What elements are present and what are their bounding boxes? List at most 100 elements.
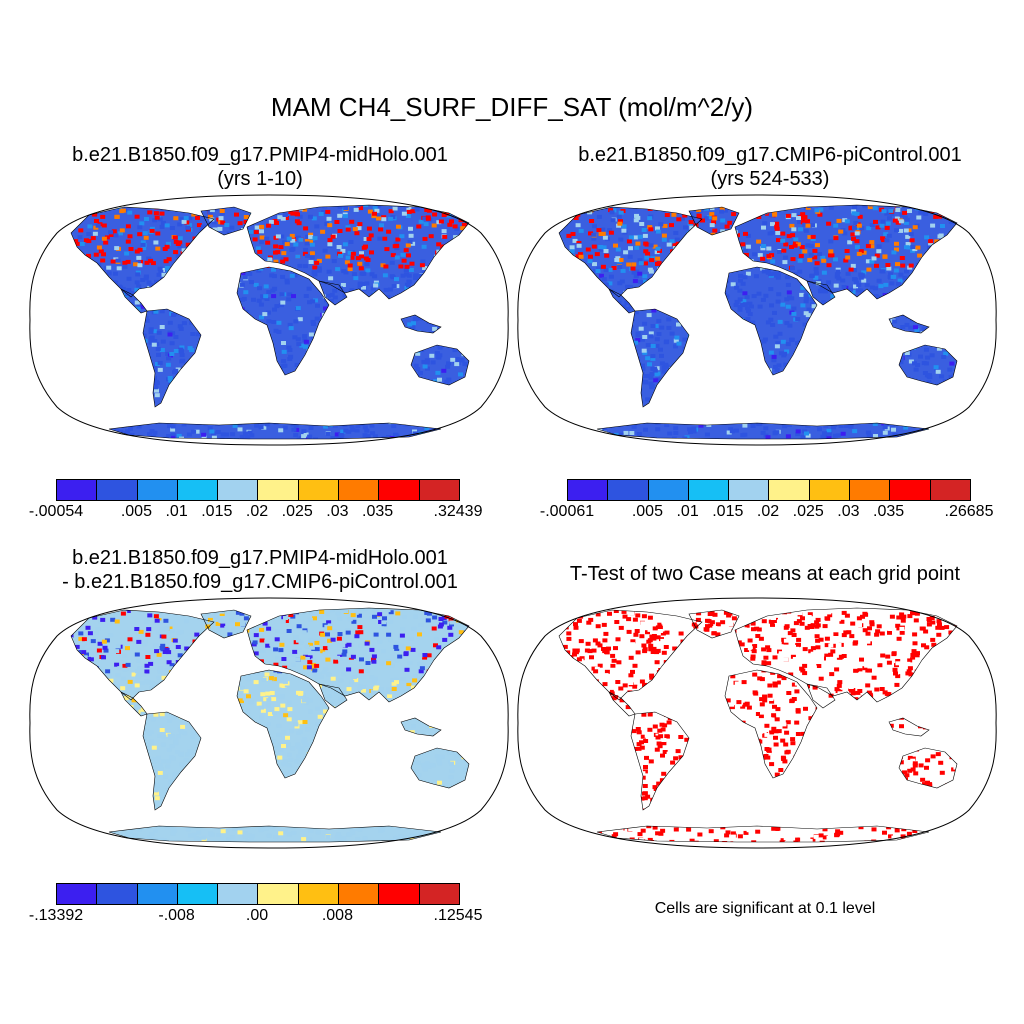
panel-3-title: b.e21.B1850.f09_g17.PMIP4-midHolo.001 - … bbox=[10, 546, 510, 594]
coastline-southAmerica bbox=[142, 711, 202, 811]
coastline-arabia bbox=[318, 280, 348, 306]
colorbar-swatch bbox=[419, 480, 459, 500]
map-data-layer bbox=[559, 608, 957, 842]
colorbar-swatch bbox=[729, 480, 770, 500]
panel-2-title-line-1: b.e21.B1850.f09_g17.CMIP6-piControl.001 bbox=[578, 144, 962, 166]
map-border bbox=[517, 597, 997, 849]
coastline-africa bbox=[236, 266, 330, 376]
colorbar-swatch bbox=[137, 480, 178, 500]
colorbar-tick-label: .00 bbox=[245, 907, 269, 924]
colorbar-swatch bbox=[688, 480, 730, 500]
map-data-layer bbox=[71, 205, 469, 439]
map-border bbox=[29, 597, 509, 849]
colorbar-tick-label: -.00061 bbox=[539, 503, 595, 520]
coastline-seAsia bbox=[888, 717, 930, 737]
map-panel-picontrol bbox=[517, 194, 997, 446]
colorbar-swatch bbox=[769, 480, 810, 500]
colorbar-swatch bbox=[930, 480, 970, 500]
colorbar-swatch bbox=[57, 480, 98, 500]
coastline-southAmerica bbox=[142, 308, 202, 408]
colorbar-swatch bbox=[648, 480, 689, 500]
panel-1-title-line-1: b.e21.B1850.f09_g17.PMIP4-midHolo.001 bbox=[72, 144, 448, 166]
coastline-centralAmerica bbox=[608, 288, 636, 314]
colorbar-tick-label: .01 bbox=[165, 503, 188, 520]
colorbar-tick-label: -.13392 bbox=[28, 907, 84, 924]
panel-2-title-line-2: (yrs 524-533) bbox=[710, 168, 830, 190]
coastline-africa bbox=[724, 266, 818, 376]
coastline-arabia bbox=[318, 683, 348, 709]
coastline-northAmerica bbox=[558, 206, 703, 298]
colorbar-tick-label: -.008 bbox=[158, 907, 195, 924]
colorbar-swatch bbox=[177, 884, 219, 904]
coastline-antarctica bbox=[596, 825, 930, 843]
colorbar-tick-label: .005 bbox=[120, 503, 152, 520]
coastline-arabia bbox=[806, 683, 836, 709]
coastline-centralAmerica bbox=[120, 288, 148, 314]
panel-4-title-line-1: T-Test of two Case means at each grid po… bbox=[569, 563, 961, 585]
coastline-greenland bbox=[688, 206, 740, 236]
colorbar-tick-label: .005 bbox=[631, 503, 663, 520]
colorbar-swatch bbox=[258, 480, 299, 500]
coastline-southAmerica bbox=[630, 711, 690, 811]
panel-4-title: T-Test of two Case means at each grid po… bbox=[515, 562, 1015, 586]
colorbar-swatch bbox=[258, 884, 299, 904]
colorbar-swatch bbox=[218, 480, 259, 500]
colorbar-tick-label: .32439 bbox=[433, 503, 483, 520]
coastline-southAmerica bbox=[630, 308, 690, 408]
coastline-northAmerica bbox=[558, 609, 703, 701]
coastline-australia bbox=[410, 344, 470, 386]
coastline-antarctica bbox=[108, 422, 442, 440]
map-panel-midholo bbox=[29, 194, 509, 446]
map-data-layer bbox=[71, 608, 469, 842]
colorbar-swatch bbox=[850, 480, 891, 500]
panel-2-title: b.e21.B1850.f09_g17.CMIP6-piControl.001 … bbox=[520, 143, 1020, 191]
colorbar-swatch bbox=[298, 480, 340, 500]
significance-note: Cells are significant at 0.1 level bbox=[654, 900, 876, 917]
colorbar-1 bbox=[56, 479, 460, 501]
colorbar-swatch bbox=[177, 480, 219, 500]
colorbar-swatch bbox=[608, 480, 649, 500]
coastline-arabia bbox=[806, 280, 836, 306]
map-data-layer bbox=[559, 205, 957, 439]
coastline-australia bbox=[898, 747, 958, 789]
colorbar-tick-label: .035 bbox=[873, 503, 905, 520]
colorbar-tick-label: .015 bbox=[712, 503, 744, 520]
colorbar-swatch bbox=[339, 884, 380, 904]
colorbar-tick-label: .008 bbox=[321, 907, 353, 924]
panel-1-title: b.e21.B1850.f09_g17.PMIP4-midHolo.001 (y… bbox=[16, 143, 504, 191]
colorbar-swatch bbox=[218, 884, 259, 904]
colorbar-tick-label: .26685 bbox=[944, 503, 994, 520]
coastline-centralAmerica bbox=[608, 691, 636, 717]
map-panel-difference bbox=[29, 597, 509, 849]
colorbar-swatch bbox=[419, 884, 459, 904]
colorbar-swatch bbox=[137, 884, 178, 904]
map-border bbox=[517, 194, 997, 446]
coastline-greenland bbox=[688, 609, 740, 639]
coastline-seAsia bbox=[400, 314, 442, 334]
colorbar-tick-label: .03 bbox=[837, 503, 860, 520]
coastline-antarctica bbox=[108, 825, 442, 843]
coastline-africa bbox=[236, 669, 330, 779]
coastline-seAsia bbox=[888, 314, 930, 334]
colorbar-swatch bbox=[379, 480, 420, 500]
figure-title: MAM CH4_SURF_DIFF_SAT (mol/m^2/y) bbox=[270, 92, 754, 122]
colorbar-tick-label: .12545 bbox=[433, 907, 483, 924]
colorbar-swatch bbox=[97, 480, 138, 500]
colorbar-2 bbox=[567, 479, 971, 501]
coastline-centralAmerica bbox=[120, 691, 148, 717]
panel-3-title-line-2: - b.e21.B1850.f09_g17.CMIP6-piControl.00… bbox=[62, 571, 458, 593]
coastline-australia bbox=[410, 747, 470, 789]
colorbar-tick-label: .02 bbox=[245, 503, 269, 520]
coastline-africa bbox=[724, 669, 818, 779]
colorbar-tick-label: .035 bbox=[362, 503, 394, 520]
colorbar-tick-label: .015 bbox=[201, 503, 233, 520]
colorbar-tick-label: .03 bbox=[326, 503, 349, 520]
colorbar-tick-label: .025 bbox=[792, 503, 824, 520]
coastline-greenland bbox=[200, 206, 252, 236]
map-border bbox=[29, 194, 509, 446]
coastline-australia bbox=[898, 344, 958, 386]
colorbar-swatch bbox=[298, 884, 340, 904]
coastline-antarctica bbox=[596, 422, 930, 440]
colorbar-3 bbox=[56, 883, 460, 905]
coastline-greenland bbox=[200, 609, 252, 639]
